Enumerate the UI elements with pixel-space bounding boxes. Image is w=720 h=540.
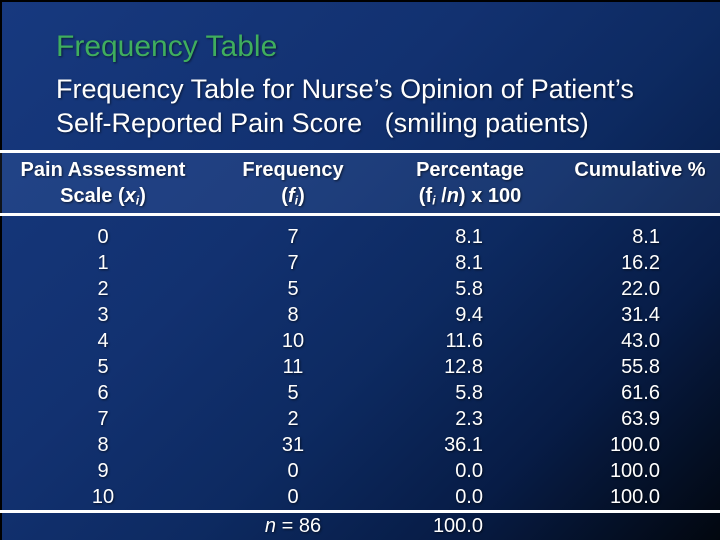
cell-frequency: 0: [287, 460, 299, 482]
header-line: Scale (xi): [60, 185, 146, 208]
cell-cumulative: 22.0: [621, 278, 660, 300]
header-line: (fi /n) x 100: [418, 185, 522, 208]
cell-pain-scale: 5: [97, 356, 109, 378]
header-line: Pain Assessment: [20, 159, 186, 181]
table-rule-footer-top: [0, 510, 720, 513]
cell-pain-scale: 6: [97, 382, 109, 404]
table-row: 10 0 0.0 100.0: [0, 484, 720, 510]
table-header-row: Pain Assessment Scale (xi) Frequency (fi…: [0, 153, 720, 213]
cell-cumulative: 100.0: [609, 486, 660, 508]
cell-cumulative: 16.2: [621, 252, 660, 274]
footer-empty-cell: [0, 513, 206, 540]
cell-percentage: 2.3: [455, 408, 483, 430]
table-row: 5 11 12.8 55.8: [0, 354, 720, 380]
table-row: 7 2 2.3 63.9: [0, 406, 720, 432]
column-header-frequency: Frequency (fi): [206, 157, 380, 214]
cell-cumulative: 43.0: [621, 330, 660, 352]
cell-frequency: 10: [281, 330, 305, 352]
footer-n-total: n = 86: [264, 515, 322, 537]
header-line: Frequency: [242, 159, 344, 181]
column-header-pain-scale: Pain Assessment Scale (xi): [0, 157, 206, 214]
table-row: 6 5 5.8 61.6: [0, 380, 720, 406]
header-line: (fi): [281, 185, 305, 208]
table-rule-top: [0, 150, 720, 153]
cell-frequency: 0: [287, 486, 299, 508]
header-line: Percentage: [416, 159, 524, 181]
cell-percentage: 5.8: [455, 278, 483, 300]
subtitle-line-2: Self-Reported Pain Score (smiling patien…: [56, 108, 589, 138]
cell-pain-scale: 0: [97, 226, 109, 248]
cell-percentage: 0.0: [455, 486, 483, 508]
table-body: 0 7 8.1 8.1 1 7 8.1 16.2 2 5 5.8 22.0 3 8 9.4 31.4 4…: [0, 216, 720, 510]
cell-cumulative: 100.0: [609, 460, 660, 482]
slide-title: Frequency Table: [56, 30, 278, 63]
slide-subtitle: Frequency Table for Nurse’s Opinion of P…: [56, 72, 634, 140]
cell-percentage: 8.1: [455, 252, 483, 274]
cell-frequency: 7: [287, 252, 299, 274]
table-row: 0 7 8.1 8.1: [0, 224, 720, 250]
cell-pain-scale: 10: [91, 486, 115, 508]
cell-pain-scale: 1: [97, 252, 109, 274]
footer-percentage-total: 100.0: [432, 515, 483, 537]
table-row: 9 0 0.0 100.0: [0, 458, 720, 484]
cell-frequency: 8: [287, 304, 299, 326]
table-row: 8 31 36.1 100.0: [0, 432, 720, 458]
subtitle-line-1: Frequency Table for Nurse’s Opinion of P…: [56, 74, 634, 104]
cell-percentage: 8.1: [455, 226, 483, 248]
table-footer-row: n = 86 100.0: [0, 513, 720, 540]
cell-frequency: 5: [287, 382, 299, 404]
cell-frequency: 7: [287, 226, 299, 248]
cell-cumulative: 63.9: [621, 408, 660, 430]
cell-cumulative: 8.1: [632, 226, 660, 248]
footer-empty-cell: [560, 513, 720, 540]
slide-edge-left: [0, 0, 2, 540]
cell-frequency: 31: [281, 434, 305, 456]
table-row: 2 5 5.8 22.0: [0, 276, 720, 302]
cell-pain-scale: 2: [97, 278, 109, 300]
slide-edge-top: [0, 0, 720, 2]
cell-frequency: 11: [282, 356, 304, 378]
cell-frequency: 2: [287, 408, 299, 430]
cell-pain-scale: 9: [97, 460, 109, 482]
cell-percentage: 12.8: [444, 356, 483, 378]
cell-percentage: 9.4: [455, 304, 483, 326]
column-header-percentage: Percentage (fi /n) x 100: [380, 157, 560, 214]
table-row: 1 7 8.1 16.2: [0, 250, 720, 276]
header-line: Cumulative %: [574, 159, 706, 181]
cell-cumulative: 100.0: [609, 434, 660, 456]
cell-pain-scale: 3: [97, 304, 109, 326]
cell-percentage: 0.0: [455, 460, 483, 482]
cell-percentage: 11.6: [445, 330, 483, 352]
cell-percentage: 5.8: [455, 382, 483, 404]
column-header-cumulative: Cumulative %: [560, 157, 720, 214]
cell-percentage: 36.1: [444, 434, 483, 456]
cell-frequency: 5: [287, 278, 299, 300]
cell-cumulative: 61.6: [621, 382, 660, 404]
cell-pain-scale: 8: [97, 434, 109, 456]
table-row: 4 10 11.6 43.0: [0, 328, 720, 354]
cell-pain-scale: 7: [97, 408, 109, 430]
cell-cumulative: 31.4: [621, 304, 660, 326]
cell-pain-scale: 4: [97, 330, 109, 352]
table-row: 3 8 9.4 31.4: [0, 302, 720, 328]
table-rule-header-bottom: [0, 213, 720, 216]
cell-cumulative: 55.8: [621, 356, 660, 378]
